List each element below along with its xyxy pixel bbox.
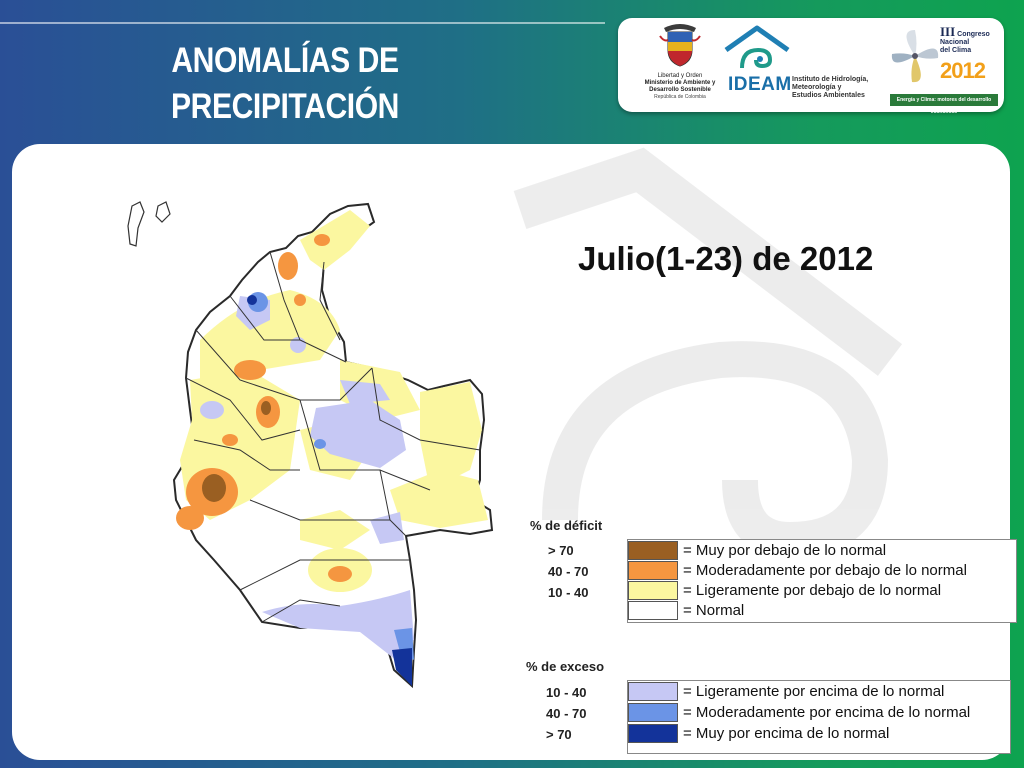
legend-deficit-range-1: > 70 [548,543,574,558]
map-period-title: Julio(1-23) de 2012 [578,240,874,277]
legend-excess-heading: % de exceso [526,659,605,674]
legend-swatch-moderate-excess [628,703,678,722]
providencia-island [155,201,171,223]
anomaly-strong-deficit-areas [202,401,271,502]
congreso-tagline: Energía y Clima: motores del desarrollo … [890,94,998,115]
slide-title: ANOMALÍAS DE PRECIPITACIÓN [152,38,419,130]
congreso-line-2: Nacional [940,39,970,46]
ideam-emblem-icon [724,25,790,69]
legend-label-light-deficit: = Ligeramente por debajo de lo normal [683,582,942,599]
minambiente-motto: Libertad y Orden [657,73,703,79]
legend-excess-range-3: > 70 [546,727,572,742]
legend-deficit-range-2: 40 - 70 [548,564,589,579]
legend-swatch-strong-excess [628,724,678,743]
ideam-watermark [513,147,903,559]
minambiente-country: República de Colombia [654,94,706,100]
content-panel [12,144,1010,760]
title-line-2: PRECIPITACIÓN [171,87,399,126]
department-boundaries [185,251,481,623]
congreso-text: III Congreso Nacional del Clima [940,25,1000,55]
san-andres-island [127,201,145,247]
minambiente-name-1: Ministerio de Ambiente y [644,80,716,86]
ideam-name-3: Estudios Ambientales [792,92,865,99]
congreso-line-1: Congreso [957,31,990,38]
legend-deficit-box [627,539,1017,623]
congreso-roman: III [940,24,956,39]
legend-excess-box [627,680,1011,754]
legend-swatch-light-excess [628,682,678,701]
legend-label-moderate-excess: = Moderadamente por encima de lo normal [683,704,971,721]
header-rule [0,22,605,24]
minambiente-logo: Libertad y Orden Ministerio de Ambiente … [640,22,720,106]
pinwheel-icon [891,30,939,83]
anomaly-strong-excess-areas [247,295,412,686]
ideam-name-2: Meteorología y [792,84,842,91]
legend-label-normal: = Normal [683,602,745,619]
ideam-acronym: IDEAM [728,74,792,95]
legend-label-strong-excess: = Muy por encima de lo normal [683,725,890,742]
legend-deficit-range-3: 10 - 40 [548,585,589,600]
title-line-1: ANOMALÍAS DE [171,41,399,80]
ideam-logo: IDEAM Instituto de Hidrología, Meteorolo… [722,24,882,104]
congreso-year: 2012 [940,58,986,83]
congreso-clima-logo: III Congreso Nacional del Clima 2012 Ene… [888,22,1000,115]
legend-swatch-moderate-deficit [628,561,678,580]
minambiente-name-2: Desarrollo Sostenible [649,87,711,93]
legend-label-light-excess: = Ligeramente por encima de lo normal [683,683,945,700]
legend-excess-range-2: 40 - 70 [546,706,587,721]
legend-swatch-strong-deficit [628,541,678,560]
coat-of-arms-icon [659,24,701,67]
congreso-line-3: del Clima [940,47,972,54]
legend-label-strong-deficit: = Muy por debajo de lo normal [683,542,887,559]
legend-swatch-normal [628,601,678,620]
legend-label-moderate-deficit: = Moderadamente por debajo de lo normal [683,562,967,579]
ideam-name-1: Instituto de Hidrología, [792,76,869,83]
logo-bar: Libertad y Orden Ministerio de Ambiente … [618,18,1004,115]
anomaly-light-excess-areas [200,296,414,660]
legend-deficit-heading: % de déficit [530,518,603,533]
legend-swatch-light-deficit [628,581,678,600]
ideam-fullname: Instituto de Hidrología, Meteorología y … [792,76,888,100]
legend-excess-range-1: 10 - 40 [546,685,587,700]
